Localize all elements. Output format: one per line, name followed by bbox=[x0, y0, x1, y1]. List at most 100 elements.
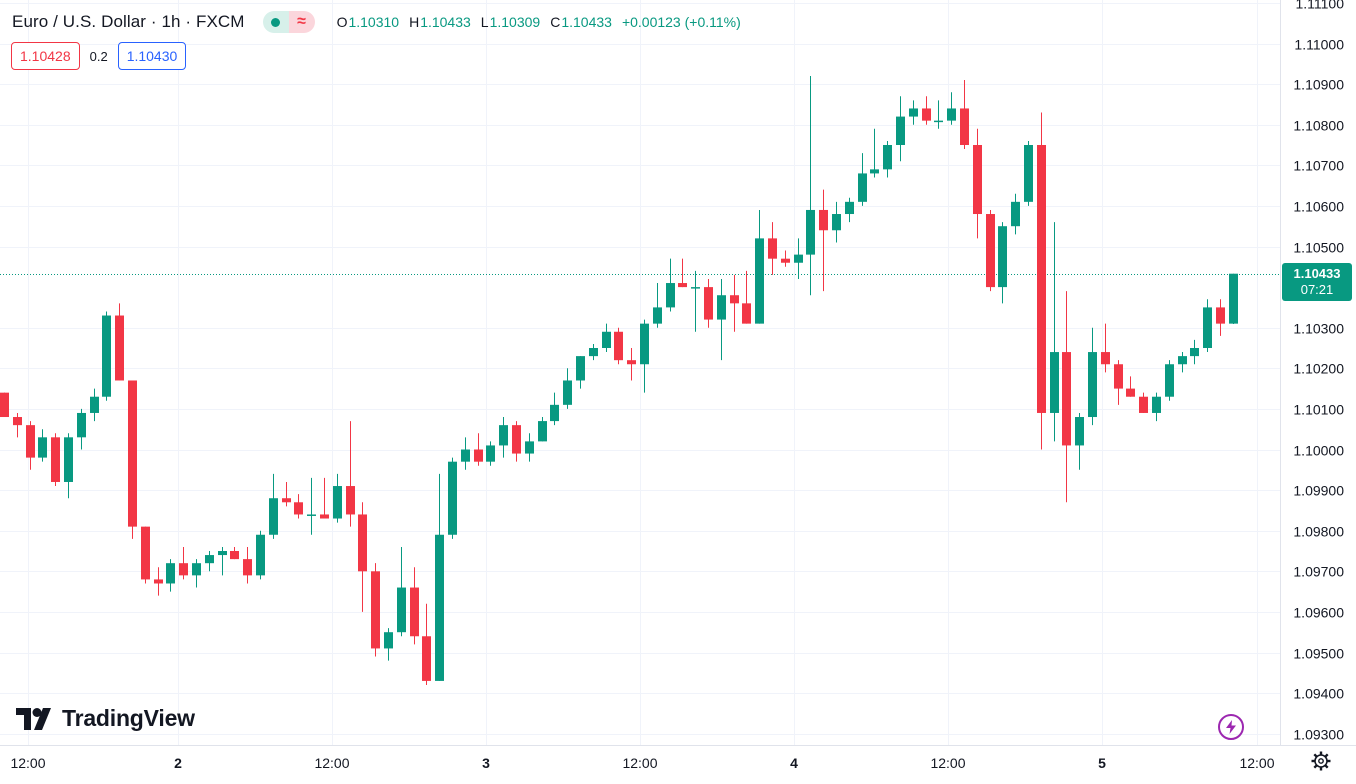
candle bbox=[243, 546, 252, 584]
spread-value: 0.2 bbox=[89, 48, 108, 64]
price-change: +0.00123 (+0.11%) bbox=[621, 14, 741, 30]
time-axis[interactable]: 12:00 2 12:00 3 12:00 4 12:00 5 12:00 bbox=[10, 755, 1274, 771]
candle bbox=[102, 311, 111, 401]
candle-body bbox=[243, 559, 252, 576]
symbol-title[interactable]: Euro / U.S. Dollar · 1h · FXCM bbox=[12, 12, 245, 31]
price-axis-label: 1.09600 bbox=[1293, 605, 1344, 621]
candle-body bbox=[602, 331, 611, 348]
candle bbox=[845, 197, 854, 223]
candle bbox=[1203, 299, 1212, 353]
candle bbox=[640, 319, 649, 393]
candle-body bbox=[589, 348, 598, 357]
candle-body bbox=[922, 108, 931, 121]
candle-body bbox=[1216, 307, 1225, 324]
candle bbox=[1011, 193, 1020, 235]
candle bbox=[563, 368, 572, 409]
candle bbox=[960, 80, 969, 150]
candle bbox=[1178, 352, 1187, 373]
candle-body bbox=[666, 283, 675, 308]
candle bbox=[858, 153, 867, 206]
candle-body bbox=[154, 579, 163, 584]
candle bbox=[1037, 112, 1046, 450]
candle bbox=[307, 477, 316, 535]
candle-body bbox=[909, 108, 918, 117]
price-axis-label: 1.10800 bbox=[1293, 118, 1344, 134]
candle bbox=[192, 559, 201, 588]
candle bbox=[384, 628, 393, 661]
candle-body bbox=[102, 315, 111, 397]
candles bbox=[0, 75, 1238, 685]
candle-body bbox=[538, 421, 547, 442]
settings-gear-icon[interactable] bbox=[1310, 750, 1332, 772]
candle-body bbox=[973, 145, 982, 215]
candle bbox=[614, 327, 623, 365]
candle bbox=[371, 563, 380, 657]
candle bbox=[90, 388, 99, 422]
candle-body bbox=[704, 287, 713, 320]
candle-body bbox=[90, 396, 99, 413]
price-axis-label: 1.10700 bbox=[1293, 158, 1344, 174]
candle-body bbox=[115, 315, 124, 381]
delayed-wave-icon: ≈ bbox=[288, 11, 315, 33]
candle bbox=[448, 457, 457, 539]
candle bbox=[666, 258, 675, 312]
candle-body bbox=[550, 404, 559, 422]
candle-body bbox=[653, 307, 662, 324]
grid-lines bbox=[0, 0, 1280, 745]
candle bbox=[742, 270, 751, 324]
candle bbox=[1126, 376, 1135, 397]
candle-body bbox=[1229, 273, 1238, 324]
candle-body bbox=[614, 331, 623, 361]
candle-body bbox=[346, 486, 355, 515]
candle-body bbox=[768, 238, 777, 259]
candle bbox=[269, 473, 278, 539]
ohlc-values: O 1.10310 H 1.10433 L 1.10309 C 1.10433 +0.0… bbox=[337, 14, 741, 30]
price-axis[interactable]: 1.11100 1.11000 1.10900 1.10800 1.10700 1.106… bbox=[1293, 0, 1344, 743]
candle-body bbox=[998, 226, 1007, 288]
ohlc-close-key: C bbox=[550, 14, 561, 30]
candle-body bbox=[410, 587, 419, 637]
price-axis-label: 1.09900 bbox=[1293, 483, 1344, 499]
buy-button[interactable]: 1.10430 bbox=[117, 42, 187, 70]
candle bbox=[218, 546, 227, 576]
candle bbox=[141, 526, 150, 584]
market-status[interactable]: ≈ bbox=[262, 11, 315, 33]
candle bbox=[256, 530, 265, 580]
candle-body bbox=[64, 437, 73, 482]
candle-body bbox=[1139, 396, 1148, 413]
candle-body bbox=[192, 563, 201, 576]
lightning-bolt-icon[interactable] bbox=[1218, 714, 1244, 740]
candle-body bbox=[461, 449, 470, 462]
candle bbox=[435, 473, 444, 681]
sell-button[interactable]: 1.10428 bbox=[11, 42, 80, 70]
candle-body bbox=[717, 295, 726, 320]
price-axis-label: 1.09300 bbox=[1293, 727, 1344, 743]
candle-body bbox=[269, 498, 278, 535]
candle-body bbox=[819, 209, 828, 231]
candle bbox=[230, 546, 239, 560]
tradingview-logo[interactable]: TradingView bbox=[16, 705, 195, 732]
candle-body bbox=[435, 534, 444, 681]
candle bbox=[1216, 299, 1225, 336]
candle bbox=[1101, 323, 1110, 373]
candle-body bbox=[0, 392, 9, 418]
candle bbox=[755, 209, 764, 324]
candle-body bbox=[141, 526, 150, 580]
candle-body bbox=[166, 563, 175, 584]
candle bbox=[794, 238, 803, 279]
candle bbox=[525, 433, 534, 462]
candle-body bbox=[986, 214, 995, 288]
candle-body bbox=[1190, 348, 1199, 357]
candle bbox=[922, 96, 931, 125]
candle bbox=[781, 250, 790, 267]
candle bbox=[909, 100, 918, 125]
candle-body bbox=[960, 108, 969, 145]
candle bbox=[883, 140, 892, 178]
candle-body bbox=[806, 209, 815, 255]
candle-body bbox=[422, 636, 431, 681]
price-axis-label: 1.11000 bbox=[1294, 37, 1344, 53]
candle-body bbox=[474, 449, 483, 462]
last-price-value: 1.10433 bbox=[1293, 266, 1341, 281]
candle-body bbox=[858, 173, 867, 202]
